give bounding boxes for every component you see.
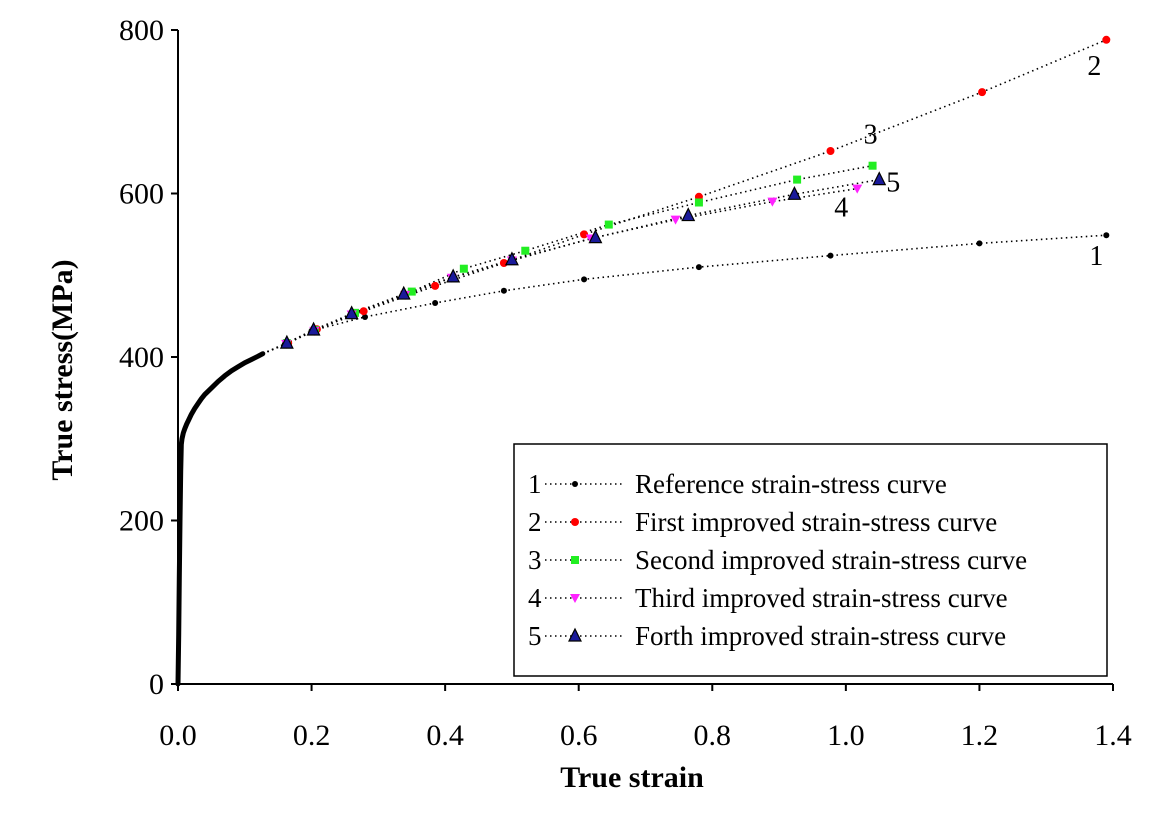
- legend-entry-label: First improved strain-stress curve: [635, 507, 997, 537]
- legend: 1 Reference strain-stress curve 2 First imp…: [513, 443, 1108, 677]
- legend-marker: [572, 481, 578, 487]
- series-3-line: [262, 164, 873, 355]
- x-tick-label: 0.6: [560, 719, 598, 752]
- series-1-end-label: 1: [1089, 241, 1103, 272]
- x-tick-label: 0.8: [694, 719, 732, 752]
- base-curve-line: [175, 351, 266, 687]
- series-5-line: [262, 178, 880, 355]
- series-1-point: [432, 300, 439, 307]
- series-3-point: [521, 246, 530, 255]
- y-tick-label: 0: [149, 668, 164, 701]
- series-3-point: [868, 161, 877, 170]
- y-tick-label: 400: [119, 341, 164, 374]
- series-1-point: [581, 276, 588, 283]
- series-end-labels: 1 2 3 4 5: [834, 51, 1103, 272]
- legend-box: [513, 443, 1108, 677]
- y-tick-label: 800: [119, 14, 164, 47]
- series-2-end-label: 2: [1087, 51, 1101, 82]
- series-5-point: [396, 285, 411, 300]
- legend-number: 5: [528, 621, 542, 651]
- x-tick-label: 0.2: [293, 719, 331, 752]
- y-axis-ticks: 0 200 400 600 800: [119, 14, 178, 701]
- series-5-point: [681, 207, 696, 222]
- series-1-point: [827, 252, 834, 259]
- series-5-point: [446, 268, 461, 283]
- series-3-end-label: 3: [864, 120, 878, 151]
- legend-marker: [571, 556, 579, 564]
- series-3-point: [793, 175, 802, 184]
- legend-number: 3: [528, 545, 542, 575]
- series-5-end-label: 5: [886, 168, 900, 199]
- x-tick-label: 0.4: [426, 719, 464, 752]
- series-5-point: [872, 171, 887, 186]
- x-tick-label: 0.0: [159, 719, 197, 752]
- series-2-point: [1102, 35, 1111, 44]
- y-tick-label: 600: [119, 178, 164, 211]
- x-axis-title: True strain: [560, 761, 704, 794]
- x-tick-label: 1.0: [827, 719, 865, 752]
- series-1-point: [362, 313, 368, 320]
- series-5-point: [344, 305, 359, 320]
- series-2-point: [826, 146, 835, 155]
- legend-entry-label: Forth improved strain-stress curve: [635, 621, 1006, 651]
- x-tick-label: 1.4: [1094, 719, 1132, 752]
- series-1-point: [1103, 232, 1110, 239]
- series-4-point: [852, 184, 863, 194]
- legend-entry-label: Third improved strain-stress curve: [635, 583, 1008, 613]
- legend-marker: [568, 627, 582, 642]
- series-1-point: [500, 287, 507, 294]
- x-axis-ticks: 0.0 0.2 0.4 0.6 0.8 1.0 1.2 1.4: [159, 684, 1132, 752]
- series-3-point: [459, 264, 468, 273]
- x-tick-label: 1.2: [961, 719, 999, 752]
- series-3-point: [694, 198, 703, 207]
- series-4-point: [767, 197, 778, 207]
- legend-marker: [571, 518, 579, 526]
- series-5-point: [279, 334, 294, 349]
- series-4-end-label: 4: [834, 193, 848, 224]
- series-lines: [262, 39, 1107, 355]
- series-2-point: [359, 307, 368, 316]
- y-axis-title: True stress(MPa): [46, 259, 79, 480]
- base-curve: [175, 351, 266, 687]
- series-5-point: [504, 251, 519, 266]
- legend-entry-label: Second improved strain-stress curve: [635, 545, 1027, 575]
- series-2-line: [262, 39, 1107, 355]
- series-1-line: [262, 234, 1107, 355]
- series-3-point: [407, 287, 416, 296]
- legend-marker: [570, 594, 580, 603]
- series-2-point: [431, 281, 440, 290]
- series-1-point: [695, 264, 702, 271]
- series-5-point: [787, 185, 802, 200]
- series-5-point: [588, 229, 603, 244]
- y-tick-label: 200: [119, 505, 164, 538]
- legend-number: 1: [528, 469, 542, 499]
- legend-number: 4: [528, 583, 542, 613]
- series-1-point: [976, 240, 983, 247]
- series-2-point: [978, 88, 987, 97]
- legend-entry-label: Reference strain-stress curve: [635, 469, 947, 499]
- legend-number: 2: [528, 507, 542, 537]
- series-markers: [279, 35, 1111, 349]
- series-3-point: [604, 220, 613, 229]
- series-4-line: [262, 187, 858, 355]
- series-2-point: [580, 230, 589, 239]
- series-4-point: [670, 215, 681, 225]
- series-5-point: [306, 321, 321, 336]
